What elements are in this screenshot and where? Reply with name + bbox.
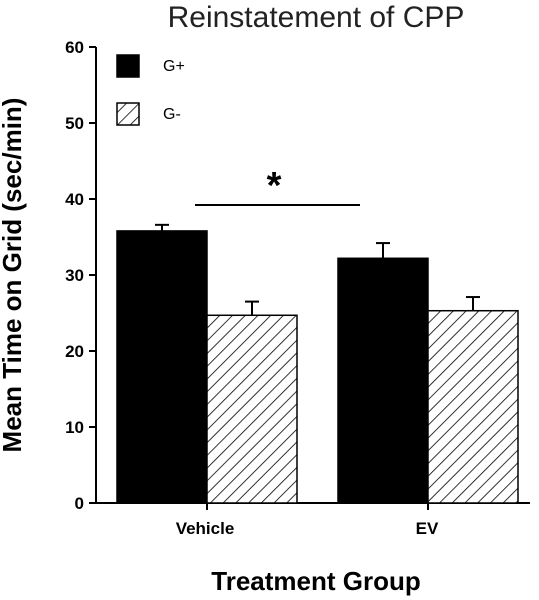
chart-title: Reinstatement of CPP <box>168 1 465 34</box>
bar-g-plus <box>337 257 429 504</box>
y-tick-label: 60 <box>65 38 84 57</box>
legend-label: G- <box>163 106 181 123</box>
bars-group <box>116 223 519 504</box>
legend-swatch-g-plus <box>116 54 140 78</box>
significance-star: * <box>267 165 282 207</box>
bar-g-plus <box>116 230 208 504</box>
y-axis-label: Mean Time on Grid (sec/min) <box>0 98 27 453</box>
y-tick-label: 50 <box>65 114 84 133</box>
y-tick-label: 0 <box>75 494 84 513</box>
x-axis-label: Treatment Group <box>211 566 420 596</box>
axes: 0 10 20 30 40 50 60 Vehicle EV <box>65 38 530 538</box>
y-tick-label: 20 <box>65 342 84 361</box>
legend: G+ G- <box>116 54 185 126</box>
x-tick-label: Vehicle <box>176 519 235 538</box>
legend-label: G+ <box>163 58 185 75</box>
legend-swatch-g-minus <box>116 102 140 126</box>
x-tick-label: EV <box>416 519 439 538</box>
bar-g-minus <box>206 314 298 504</box>
y-tick-label: 40 <box>65 190 84 209</box>
y-tick-label: 30 <box>65 266 84 285</box>
bar-g-minus <box>427 309 519 504</box>
significance-annotation: * <box>195 165 360 207</box>
y-tick-label: 10 <box>65 418 84 437</box>
